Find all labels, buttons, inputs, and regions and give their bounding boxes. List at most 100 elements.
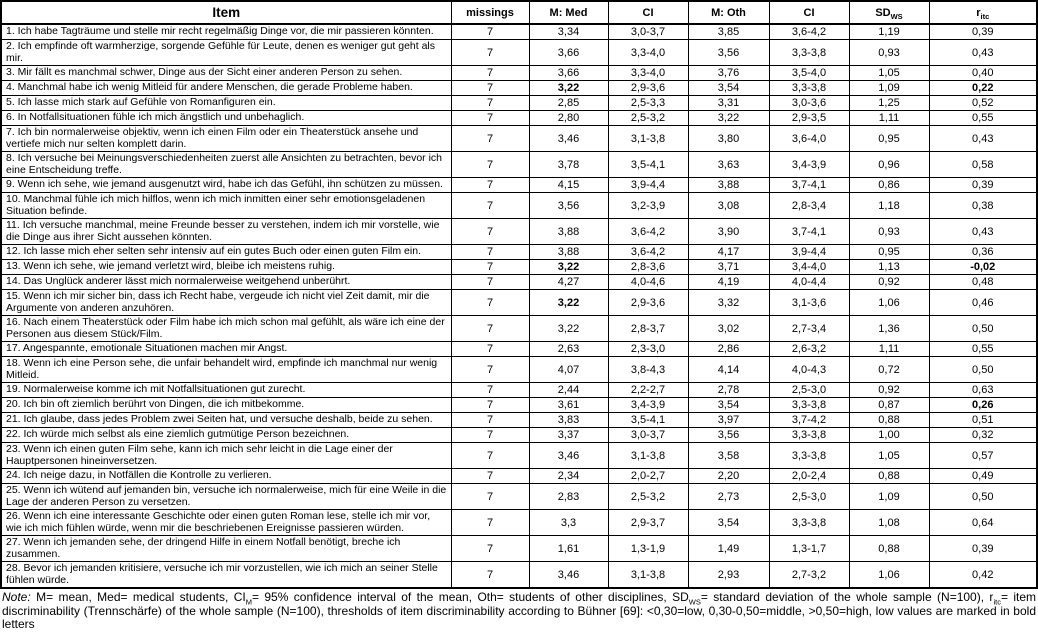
cell-r-itc: 0,39: [928, 23, 1038, 40]
cell-m-med: 3,46: [528, 125, 609, 152]
cell-ci-oth: 3,7-4,1: [768, 218, 850, 245]
cell-item: 23. Wenn ich einen guten Film sehe, kann…: [0, 442, 452, 469]
cell-ci-med: 3,1-3,8: [607, 442, 689, 469]
cell-item: 13. Wenn ich sehe, wie jemand verletzt w…: [0, 259, 452, 275]
cell-ci-oth: 2,7-3,2: [768, 561, 850, 589]
cell-missings: 7: [450, 80, 530, 96]
item-statistics-table: Item missings M: Med CI M: Oth CI SDWS ritc 1. …: [0, 0, 1038, 589]
cell-r-itc: 0,26: [928, 397, 1038, 413]
cell-missings: 7: [450, 397, 530, 413]
table-row: 2. Ich empfinde oft warmherzige, sorgend…: [0, 39, 1038, 66]
cell-ci-med: 3,6-4,2: [607, 218, 689, 245]
cell-ci-oth: 3,6-4,0: [768, 125, 850, 152]
cell-item: 2. Ich empfinde oft warmherzige, sorgend…: [0, 39, 452, 66]
cell-m-oth: 3,97: [687, 412, 770, 428]
cell-sd-ws: 1,09: [848, 80, 930, 96]
cell-ci-med: 2,9-3,7: [607, 509, 689, 536]
cell-m-med: 3,22: [528, 259, 609, 275]
cell-ci-oth: 3,9-4,4: [768, 244, 850, 260]
cell-m-oth: 4,19: [687, 274, 770, 290]
table-row: 24. Ich neige dazu, in Notfällen die Kon…: [0, 468, 1038, 484]
cell-missings: 7: [450, 177, 530, 193]
cell-sd-ws: 0,86: [848, 177, 930, 193]
cell-missings: 7: [450, 535, 530, 562]
cell-m-oth: 3,71: [687, 259, 770, 275]
table-row: 3. Mir fällt es manchmal schwer, Dinge a…: [0, 65, 1038, 81]
cell-ci-oth: 2,8-3,4: [768, 192, 850, 219]
cell-missings: 7: [450, 95, 530, 111]
cell-item: 22. Ich würde mich selbst als eine zieml…: [0, 427, 452, 443]
cell-missings: 7: [450, 151, 530, 178]
cell-ci-med: 1,3-1,9: [607, 535, 689, 562]
cell-sd-ws: 0,93: [848, 218, 930, 245]
cell-r-itc: 0,32: [928, 427, 1038, 443]
table-row: 21. Ich glaube, dass jedes Problem zwei …: [0, 412, 1038, 428]
cell-m-med: 3,22: [528, 315, 609, 342]
cell-missings: 7: [450, 483, 530, 510]
table-note: Note: M= mean, Med= medical students, CI…: [2, 590, 1036, 632]
column-header-label: missings: [466, 6, 514, 19]
cell-r-itc: 0,48: [928, 274, 1038, 290]
cell-m-med: 3,34: [528, 23, 609, 40]
cell-ci-med: 3,1-3,8: [607, 125, 689, 152]
cell-m-oth: 3,08: [687, 192, 770, 219]
cell-m-oth: 4,14: [687, 356, 770, 383]
cell-m-oth: 3,90: [687, 218, 770, 245]
cell-ci-med: 3,2-3,9: [607, 192, 689, 219]
cell-ci-oth: 3,4-4,0: [768, 259, 850, 275]
cell-m-oth: 3,88: [687, 177, 770, 193]
cell-m-med: 3,88: [528, 244, 609, 260]
cell-item: 14. Das Unglück anderer lässt mich norma…: [0, 274, 452, 290]
cell-m-med: 3,83: [528, 412, 609, 428]
cell-ci-oth: 2,7-3,4: [768, 315, 850, 342]
cell-r-itc: 0,43: [928, 39, 1038, 66]
cell-sd-ws: 1,19: [848, 23, 930, 40]
cell-sd-ws: 1,36: [848, 315, 930, 342]
cell-ci-med: 3,3-4,0: [607, 65, 689, 81]
table-row: 5. Ich lasse mich stark auf Gefühle von …: [0, 95, 1038, 111]
cell-ci-med: 2,8-3,6: [607, 259, 689, 275]
cell-r-itc: 0,39: [928, 177, 1038, 193]
cell-item: 25. Wenn ich wütend auf jemanden bin, ve…: [0, 483, 452, 510]
cell-item: 21. Ich glaube, dass jedes Problem zwei …: [0, 412, 452, 428]
cell-m-med: 3,22: [528, 289, 609, 316]
cell-ci-med: 2,9-3,6: [607, 80, 689, 96]
cell-m-med: 3,46: [528, 561, 609, 589]
cell-m-med: 2,44: [528, 382, 609, 398]
cell-ci-med: 3,5-4,1: [607, 412, 689, 428]
column-header-label: r: [976, 6, 981, 19]
cell-ci-oth: 3,3-3,8: [768, 442, 850, 469]
cell-missings: 7: [450, 427, 530, 443]
cell-sd-ws: 1,05: [848, 65, 930, 81]
cell-ci-med: 3,6-4,2: [607, 244, 689, 260]
column-header-label: M: Med: [549, 6, 588, 19]
cell-ci-oth: 2,5-3,0: [768, 483, 850, 510]
note-text: = standard deviation of the whole sample…: [700, 590, 994, 604]
cell-ci-oth: 2,9-3,5: [768, 110, 850, 126]
column-header-item: Item: [0, 0, 452, 25]
table-body: 1. Ich habe Tagträume und stelle mir rec…: [0, 23, 1038, 589]
column-header-label: SD: [875, 6, 891, 19]
cell-m-oth: 3,58: [687, 442, 770, 469]
cell-item: 11. Ich versuche manchmal, meine Freunde…: [0, 218, 452, 245]
note-text: M= mean, Med= medical students, CI: [30, 590, 246, 604]
cell-r-itc: 0,64: [928, 509, 1038, 536]
cell-m-med: 3,46: [528, 442, 609, 469]
column-header-label: CI: [642, 6, 654, 19]
note-prefix: Note:: [2, 590, 31, 604]
cell-item: 15. Wenn ich mir sicher bin, dass ich Re…: [0, 289, 452, 316]
cell-ci-oth: 4,0-4,4: [768, 274, 850, 290]
note-subscript: WS: [688, 597, 701, 607]
column-header-missings: missings: [450, 0, 530, 25]
cell-m-med: 3,66: [528, 39, 609, 66]
note-text: = 95% confidence interval of the mean, O…: [251, 590, 689, 604]
table-row: 28. Bevor ich jemanden kritisiere, versu…: [0, 561, 1038, 589]
cell-r-itc: 0,22: [928, 80, 1038, 96]
cell-ci-med: 3,8-4,3: [607, 356, 689, 383]
cell-missings: 7: [450, 289, 530, 316]
cell-item: 24. Ich neige dazu, in Notfällen die Kon…: [0, 468, 452, 484]
cell-sd-ws: 0,95: [848, 244, 930, 260]
column-header-r-itc: ritc: [928, 0, 1038, 25]
cell-m-med: 1,61: [528, 535, 609, 562]
cell-sd-ws: 1,13: [848, 259, 930, 275]
